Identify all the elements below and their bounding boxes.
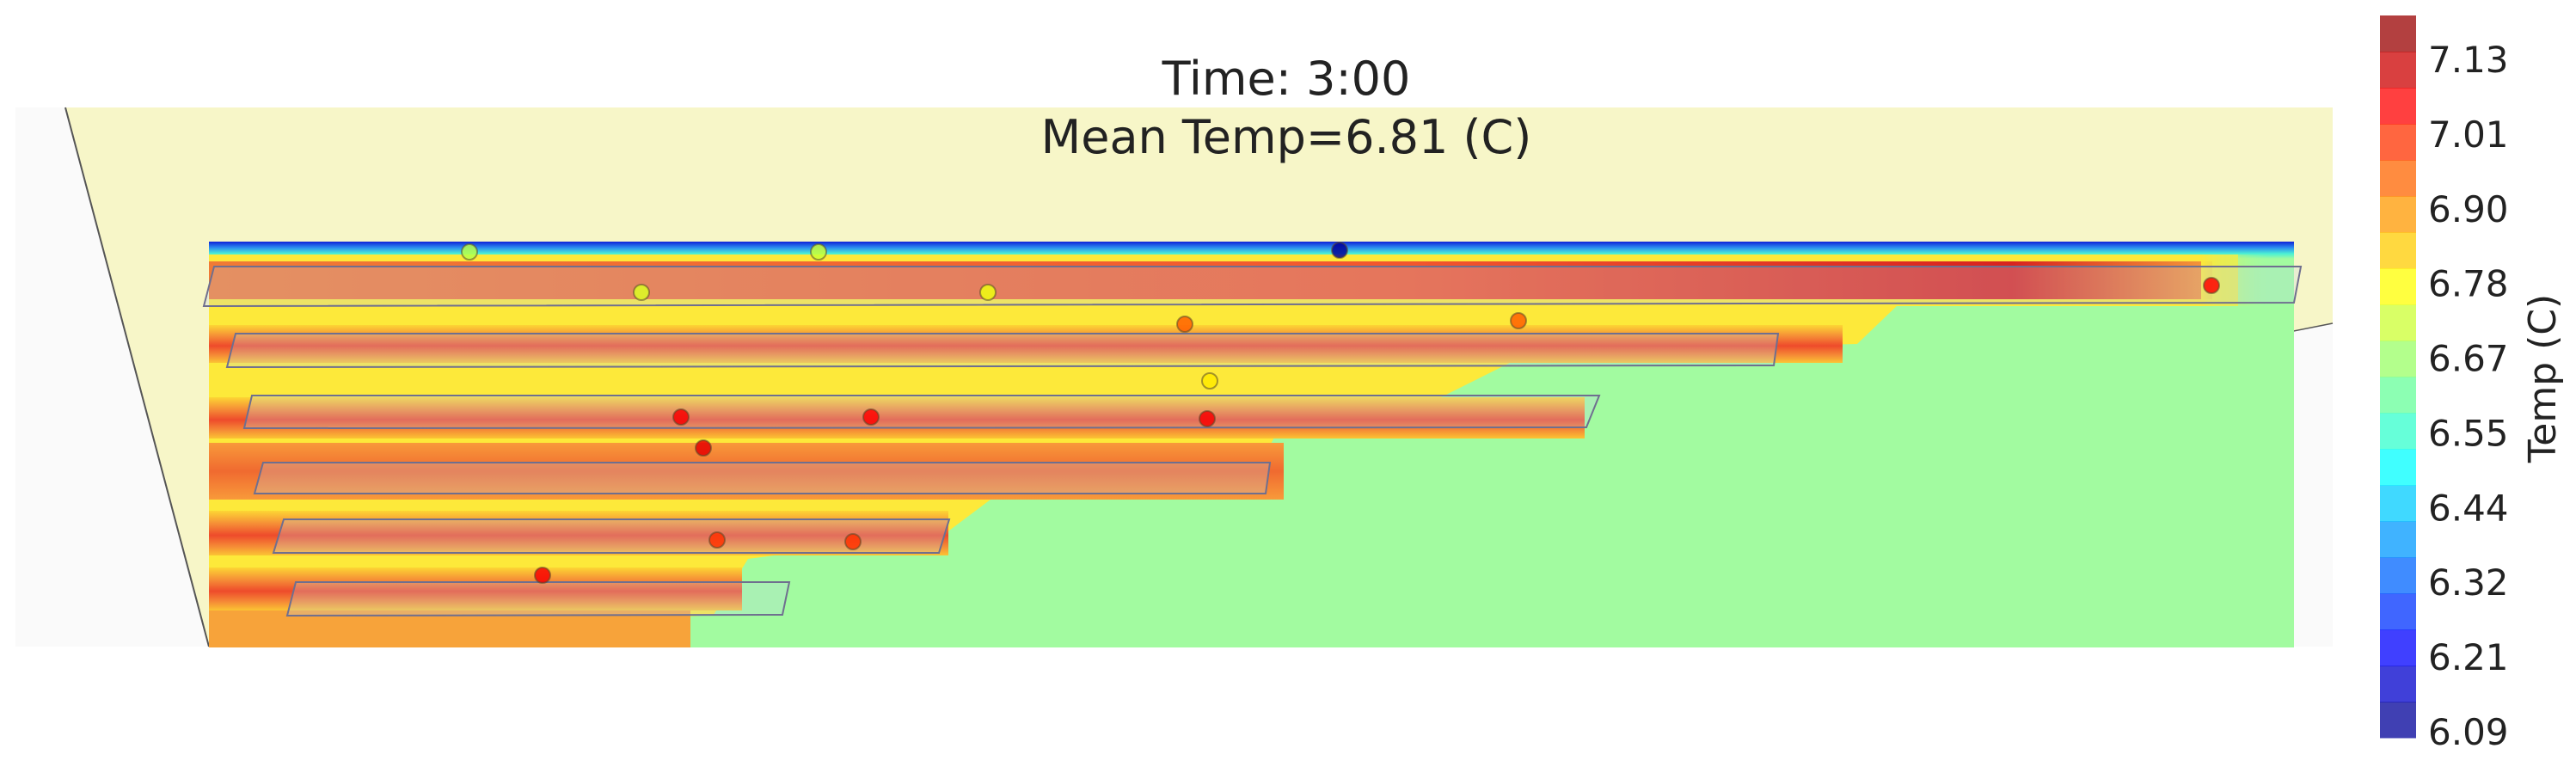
sensor-point <box>1331 242 1348 259</box>
colorbar-tick-label: 6.44 <box>2428 487 2509 529</box>
colorbar-segment <box>2380 232 2416 269</box>
colorbar-segment <box>2380 124 2416 161</box>
colorbar-segment <box>2380 15 2416 52</box>
sensor-point <box>979 284 997 301</box>
colorbar-segment <box>2380 702 2416 739</box>
sensor-point <box>862 408 880 426</box>
colorbar-segment <box>2380 521 2416 558</box>
colorbar-segment <box>2380 485 2416 522</box>
colorbar-segment <box>2380 52 2416 89</box>
colorbar-segment <box>2380 196 2416 233</box>
pipe-outline-row-1 <box>202 266 2303 308</box>
pipe-outline-row-3 <box>242 395 1601 430</box>
colorbar-tick-label: 6.90 <box>2428 188 2509 230</box>
sensor-point <box>2203 277 2220 294</box>
colorbar-tick-label: 6.67 <box>2428 338 2509 380</box>
pipe-outline-row-4 <box>253 462 1272 494</box>
colorbar-segment <box>2380 304 2416 341</box>
colorbar-tick-label: 6.32 <box>2428 561 2509 604</box>
colorbar-ticks: 7.13 7.01 6.90 6.78 6.67 6.55 6.44 6.32 6.21 6.09 <box>2428 39 2509 753</box>
sensor-point <box>708 531 726 549</box>
colorbar: 7.13 7.01 6.90 6.78 6.67 6.55 6.44 6.32 6.21 6.09… <box>2380 15 2565 753</box>
colorbar-segment <box>2380 160 2416 197</box>
colorbar-tick-label: 7.13 <box>2428 39 2509 81</box>
sensor-point <box>695 439 712 457</box>
sensor-point <box>844 533 862 550</box>
colorbar-segment <box>2380 413 2416 450</box>
sensor-point <box>810 243 827 261</box>
pipe-outlines <box>202 266 2303 617</box>
colorbar-tick-label: 6.55 <box>2428 412 2509 454</box>
colorbar-tick-label: 7.01 <box>2428 113 2509 156</box>
pipe-outline-row-2 <box>225 333 1780 369</box>
frame-edge-left <box>64 107 210 647</box>
colorbar-segment <box>2380 666 2416 702</box>
sensor-point <box>1201 372 1218 390</box>
colorbar-segment <box>2380 449 2416 486</box>
pipe-outline-row-5 <box>272 518 951 554</box>
colorbar-segment <box>2380 340 2416 377</box>
sensor-point <box>1199 410 1216 427</box>
pipe-outline-row-6 <box>285 581 791 617</box>
colorbar-segments <box>2380 15 2416 739</box>
sensor-points <box>461 242 2220 584</box>
colorbar-segment <box>2380 557 2416 594</box>
colorbar-tick-label: 6.21 <box>2428 636 2509 678</box>
chart-title: Time: 3:00 <box>1162 52 1411 106</box>
sensor-point <box>1176 316 1193 333</box>
colorbar-label: Temp (C) <box>2521 294 2565 463</box>
colorbar-segment <box>2380 377 2416 414</box>
sensor-point <box>672 408 690 426</box>
heat-field <box>209 242 2294 647</box>
sensor-point <box>461 243 478 261</box>
colorbar-segment <box>2380 629 2416 666</box>
colorbar-segment <box>2380 593 2416 630</box>
sensor-point <box>633 284 650 301</box>
sensor-point <box>534 567 551 584</box>
colorbar-segment <box>2380 268 2416 305</box>
colorbar-tick-label: 6.09 <box>2428 711 2509 753</box>
sensor-point <box>1510 312 1527 329</box>
colorbar-segment <box>2380 88 2416 125</box>
colorbar-tick-label: 6.78 <box>2428 263 2509 305</box>
chart-subtitle: Mean Temp=6.81 (C) <box>1041 110 1532 164</box>
